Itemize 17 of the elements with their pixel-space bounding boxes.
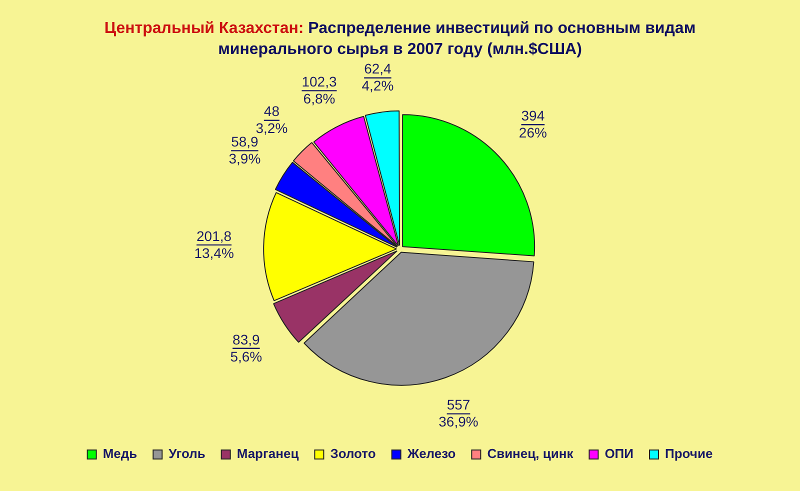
legend-label: Уголь [168, 446, 206, 462]
legend-label: Свинец, цинк [487, 446, 574, 462]
data-label: 394 26% [518, 107, 547, 140]
data-label: 201,8 13,4% [194, 228, 234, 261]
data-label: 48 3,2% [256, 103, 288, 136]
data-label: 62,4 4,2% [362, 60, 394, 94]
legend-label: Марганец [236, 446, 299, 462]
data-label: 102,3 6,8% [302, 74, 337, 107]
legend-label: Железо [406, 446, 456, 462]
data-label: 83,9 5,6% [230, 331, 262, 364]
legend-label: Прочие [665, 446, 713, 462]
legend-label: ОПИ [604, 446, 634, 462]
legend-label: Медь [102, 446, 138, 462]
legend-label: Золото [330, 446, 376, 462]
data-label: 557 36,9% [438, 396, 478, 430]
chart-title: Центральный Казахстан: Распределение инвестиций по основным видам минерального сырья в 2007 году (млн.$США) [104, 20, 696, 58]
data-label: 58,9 3,9% [228, 134, 261, 167]
